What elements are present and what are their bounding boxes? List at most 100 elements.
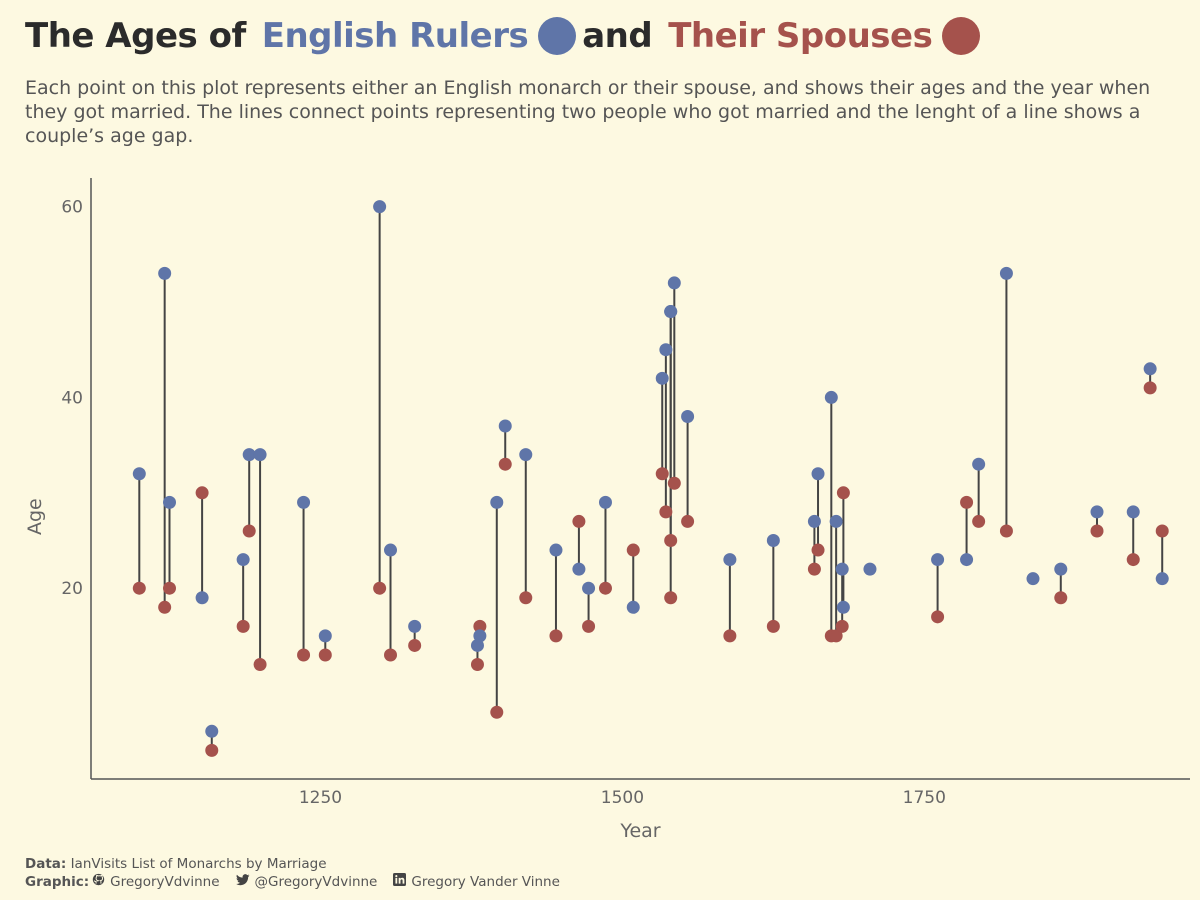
spouse-point [158, 600, 172, 614]
spouse-point [960, 495, 974, 509]
ruler-point [667, 276, 681, 290]
spouse-point [664, 534, 678, 548]
ruler-point [470, 638, 484, 652]
ruler-point [824, 390, 838, 404]
spouse-point [490, 705, 504, 719]
spouse-point [931, 610, 945, 624]
spouse-point [163, 581, 176, 595]
footer-linkedin-name[interactable]: Gregory Vander Vinne [411, 873, 560, 890]
spouse-point [132, 581, 146, 595]
ruler-point [572, 562, 586, 576]
footer-graphic-row: Graphic: GregoryVdvinne @GregoryVdvinne … [25, 873, 560, 891]
spouse-point [835, 619, 849, 633]
title-and: and [582, 16, 653, 56]
spouse-point [655, 467, 669, 481]
y-axis-title: Age [24, 498, 46, 535]
title-spouses: Their Spouses [668, 16, 933, 56]
ruler-point [1155, 572, 1169, 586]
title-prefix: The Ages of [25, 16, 246, 56]
ruler-point [373, 200, 387, 214]
x-tick-label: 1500 [601, 788, 644, 808]
spouse-point [519, 591, 533, 605]
age-gap-lines [138, 206, 1164, 751]
spouse-point [807, 562, 821, 576]
ruler-point [158, 266, 172, 280]
ruler-point [242, 448, 256, 462]
ruler-point [626, 600, 640, 614]
footer-twitter-handle[interactable]: @GregoryVdvinne [254, 873, 378, 890]
x-tick-label: 1250 [299, 788, 342, 808]
github-icon [92, 873, 105, 891]
footer: Data: IanVisits List of Monarchs by Marr… [25, 856, 560, 891]
ruler-point [999, 266, 1013, 280]
axis-labels: 20 40 60 1250 1500 1750 Year Age [24, 198, 946, 842]
spouse-point [829, 629, 843, 643]
ruler-point [318, 629, 332, 643]
ruler-point [807, 514, 821, 528]
ruler-point [723, 553, 737, 567]
spouse-point [681, 514, 695, 528]
ruler-point [1143, 362, 1157, 376]
ruler-point [829, 514, 843, 528]
spouse-point [318, 648, 332, 662]
ruler-point [236, 553, 250, 567]
spouse-point [470, 658, 484, 672]
spouse-point [1126, 553, 1140, 567]
ruler-point [863, 562, 877, 576]
spouse-point [598, 581, 612, 595]
ruler-point [931, 553, 945, 567]
ruler-point [1054, 562, 1068, 576]
y-tick-label: 40 [61, 388, 83, 408]
spouse-point [1155, 524, 1169, 538]
spouse-point [999, 524, 1013, 538]
x-axis-title: Year [619, 820, 660, 842]
ruler-point [384, 543, 398, 557]
chart-title: The Ages of English Rulers and Their Spo… [25, 16, 981, 56]
footer-github-handle[interactable]: GregoryVdvinne [110, 873, 220, 890]
ruler-point [960, 553, 974, 567]
ruler-point [659, 343, 673, 357]
footer-data-text: IanVisits List of Monarchs by Marriage [70, 856, 327, 872]
ruler-point [681, 409, 695, 423]
spouse-point [766, 619, 780, 633]
spouse-point [664, 591, 678, 605]
ruler-point [811, 467, 825, 481]
ruler-point [195, 591, 209, 605]
ruler-point [490, 495, 504, 509]
ruler-point [664, 305, 678, 319]
ruler-point [408, 619, 422, 633]
spouse-point [659, 505, 673, 519]
ruler-point [836, 600, 850, 614]
ruler-point [972, 457, 986, 471]
spouse-point [667, 476, 681, 490]
twitter-icon [235, 873, 250, 891]
ruler-point [1126, 505, 1140, 519]
spouse-point [972, 514, 986, 528]
footer-data-row: Data: IanVisits List of Monarchs by Marr… [25, 856, 560, 873]
ruler-legend-dot [538, 17, 577, 55]
spouse-point [384, 648, 398, 662]
x-tick-label: 1750 [903, 788, 946, 808]
ruler-point [655, 371, 669, 385]
footer-data-label: Data: [25, 856, 67, 872]
spouse-point [498, 457, 512, 471]
spouse-point [1054, 591, 1068, 605]
spouse-point [297, 648, 311, 662]
ruler-point [1090, 505, 1104, 519]
ruler-point [835, 562, 849, 576]
spouse-point [205, 743, 219, 757]
data-points [132, 200, 1169, 757]
spouse-point [836, 486, 850, 500]
spouse-point [1090, 524, 1104, 538]
linkedin-icon [393, 873, 407, 891]
ruler-point [205, 724, 219, 738]
spouse-point [1143, 381, 1157, 395]
chart-subtitle: Each point on this plot represents eithe… [25, 77, 1151, 147]
spouse-point [242, 524, 256, 538]
spouse-point [582, 619, 596, 633]
axes [90, 178, 1190, 780]
ruler-point [766, 534, 780, 548]
ruler-point [519, 448, 533, 462]
spouse-point [408, 638, 422, 652]
